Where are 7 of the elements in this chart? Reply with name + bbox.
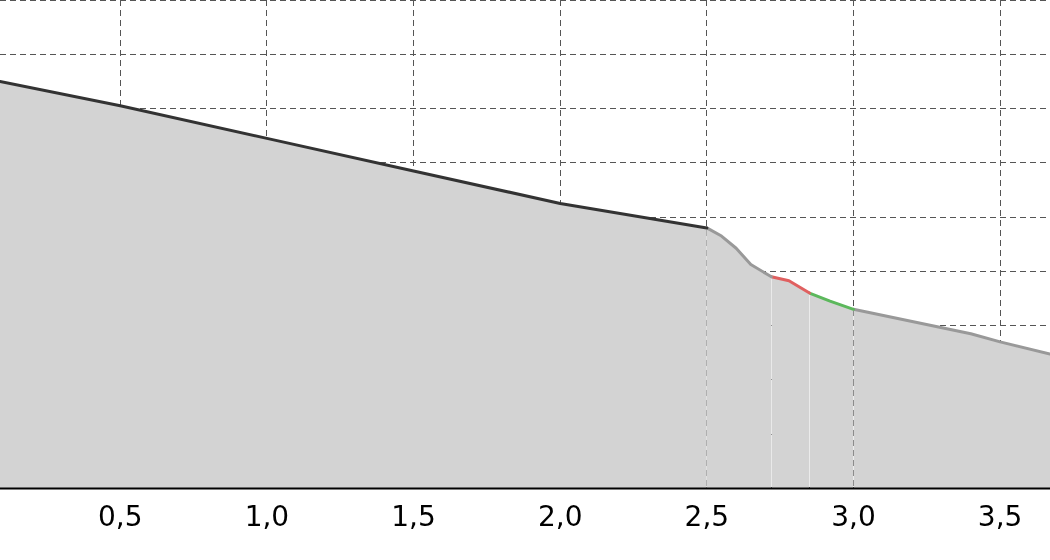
x-tick-label: 1,0 [244,500,290,534]
x-tick-label: 2,5 [684,500,730,534]
x-tick-label: 2,0 [537,500,583,534]
x-tick-label: 3,0 [831,500,876,534]
x-tick-label: 1,5 [391,500,436,534]
x-tick-label: 0,5 [97,500,143,534]
x-tick-label: 3,5 [977,500,1023,534]
